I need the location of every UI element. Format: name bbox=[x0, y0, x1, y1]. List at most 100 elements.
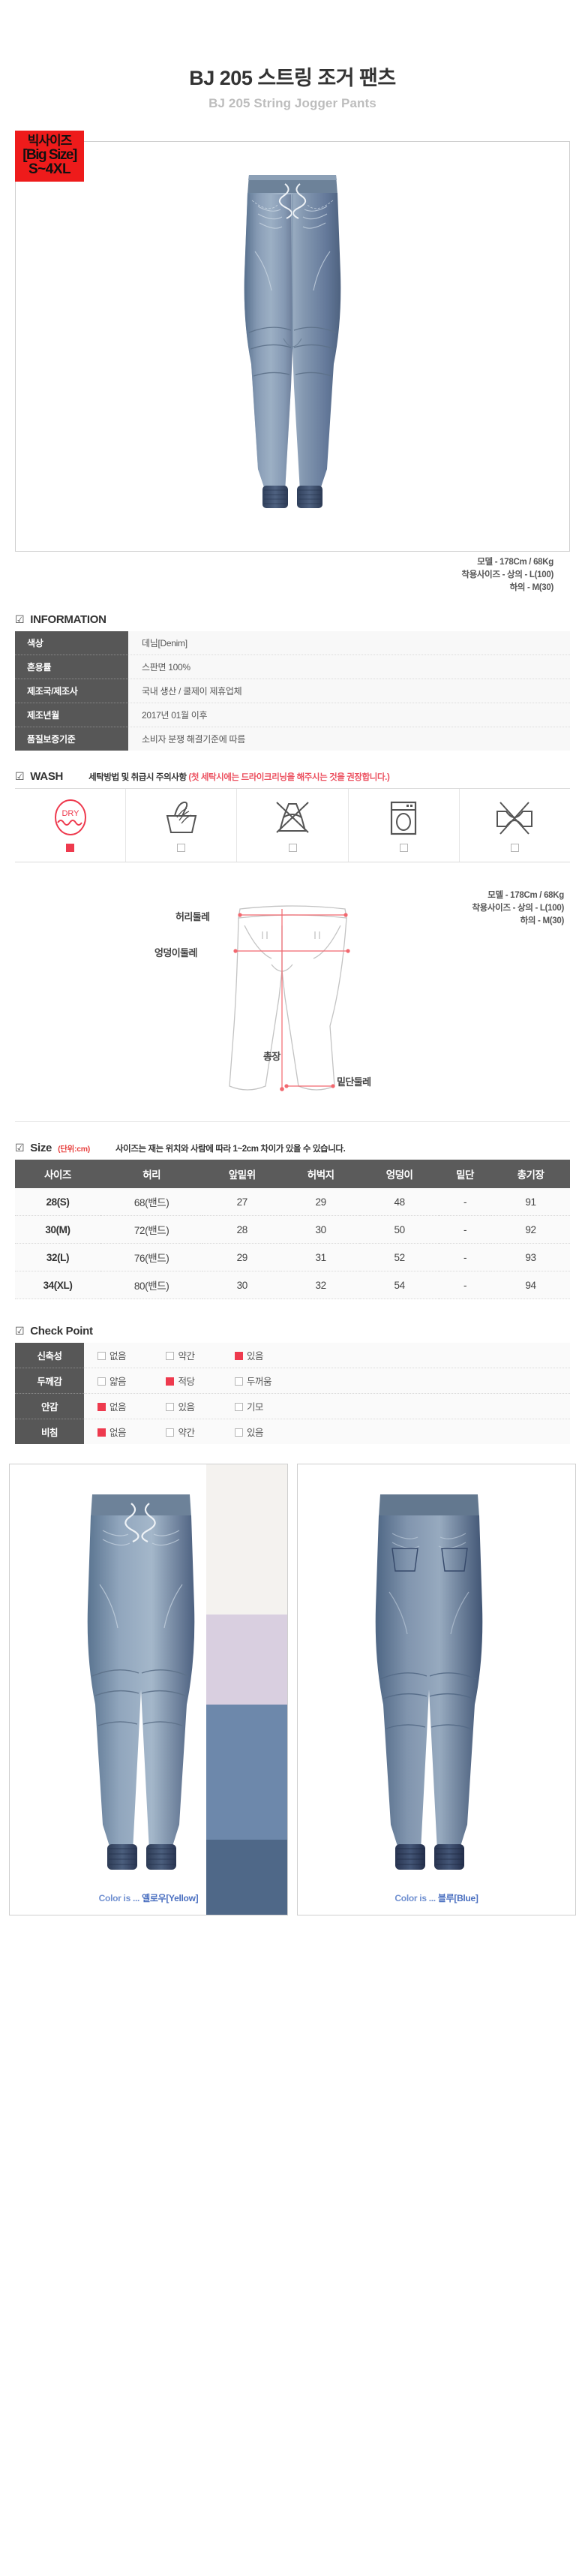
size-cell: 91 bbox=[491, 1188, 570, 1217]
check-box-icon: ☑ bbox=[15, 1325, 25, 1338]
table-row: 안감 없음 있음 기모 bbox=[15, 1393, 570, 1420]
wash-option-no-bleach[interactable] bbox=[236, 789, 347, 862]
check-option-label: 기모 bbox=[246, 1402, 264, 1413]
size-cell: 93 bbox=[491, 1243, 570, 1272]
table-row: 30(M) 72(밴드) 28 30 50 - 92 bbox=[15, 1215, 570, 1244]
caption-prefix: Color is ... bbox=[394, 1893, 436, 1904]
check-option-label: 없음 bbox=[110, 1351, 127, 1362]
page-title: BJ 205 스트링 조거 팬츠 BJ 205 String Jogger Pa… bbox=[0, 0, 585, 119]
check-option[interactable]: 얇음 bbox=[98, 1374, 164, 1388]
machine-wash-icon bbox=[391, 802, 417, 835]
check-point-options: 얇음 적당 두꺼움 bbox=[84, 1368, 570, 1395]
wash-mark bbox=[460, 844, 570, 854]
information-table: 색상 데님[Denim] 혼용률 스판면 100% 제조국/제조사 국내 생산 … bbox=[15, 631, 570, 751]
wash-option-hand-wash[interactable] bbox=[125, 789, 236, 862]
check-option-label: 두꺼움 bbox=[246, 1377, 272, 1388]
info-key: 색상 bbox=[15, 631, 128, 656]
wash-option-machine-wash[interactable] bbox=[347, 789, 459, 862]
check-point-heading-label: Check Point bbox=[30, 1325, 93, 1338]
check-point-heading: ☑ Check Point bbox=[15, 1325, 570, 1343]
check-option[interactable]: 약간 bbox=[166, 1348, 232, 1362]
diagram-label-waist: 허리둘레 bbox=[176, 911, 210, 923]
size-cell: 28(S) bbox=[15, 1188, 100, 1217]
selected-square-icon bbox=[98, 1403, 106, 1412]
size-col-header: 허리 bbox=[100, 1160, 203, 1189]
size-col-header: 허벅지 bbox=[281, 1160, 361, 1189]
selected-square-icon bbox=[66, 844, 75, 853]
check-option[interactable]: 없음 bbox=[98, 1348, 164, 1362]
dry-clean-icon: DRY bbox=[54, 799, 86, 836]
check-option[interactable]: 두꺼움 bbox=[234, 1374, 301, 1388]
check-option[interactable]: 없음 bbox=[98, 1425, 164, 1439]
diagram-label-hip: 엉덩이둘레 bbox=[154, 947, 197, 959]
measurement-diagram: 모델 - 178Cm / 68Kg 착용사이즈 - 상의 - L(100) 하의… bbox=[15, 882, 570, 1123]
table-row: 34(XL) 80(밴드) 30 32 54 - 94 bbox=[15, 1271, 570, 1300]
diagram-label-hem: 밑단둘레 bbox=[337, 1076, 371, 1088]
badge-line-2: [Big Size] bbox=[22, 146, 77, 163]
empty-square-icon bbox=[177, 844, 186, 853]
diagram-note-line-2: 착용사이즈 - 상의 - L(100) bbox=[472, 904, 564, 913]
check-box-icon: ☑ bbox=[15, 613, 25, 626]
size-cell: 30 bbox=[281, 1215, 361, 1244]
table-row: 28(S) 68(밴드) 27 29 48 - 91 bbox=[15, 1188, 570, 1217]
table-row: 신축성 없음 약간 있음 bbox=[15, 1343, 570, 1369]
size-cell: 92 bbox=[491, 1215, 570, 1244]
check-point-options: 없음 약간 있음 bbox=[84, 1343, 570, 1369]
empty-square-icon bbox=[234, 1403, 243, 1412]
size-cell: 94 bbox=[491, 1271, 570, 1300]
check-option-label: 얇음 bbox=[110, 1377, 127, 1388]
gallery-card-yellow[interactable]: Color is ... 옐로우[Yellow] bbox=[9, 1464, 288, 1916]
empty-square-icon bbox=[234, 1428, 243, 1437]
table-header-row: 사이즈 허리 앞밑위 허벅지 엉덩이 밑단 총기장 bbox=[15, 1160, 570, 1189]
size-col-header: 앞밑위 bbox=[202, 1160, 282, 1189]
size-heading: ☑ Size (단위:cm) 사이즈는 재는 위치와 사람에 따라 1~2cm … bbox=[15, 1142, 570, 1160]
check-option-label: 없음 bbox=[110, 1402, 127, 1413]
wash-note-warning: (첫 세탁시에는 드라이크리닝을 해주시는 것을 권장합니다.) bbox=[188, 772, 390, 782]
info-key: 품질보증기준 bbox=[15, 727, 128, 751]
svg-text:DRY: DRY bbox=[62, 809, 80, 818]
empty-square-icon bbox=[166, 1428, 175, 1437]
caption-value: 옐로우[Yellow] bbox=[142, 1893, 199, 1904]
table-row: 제조년월 2017년 01월 이후 bbox=[15, 703, 570, 728]
gallery-caption-yellow: Color is ... 옐로우[Yellow] bbox=[10, 1891, 287, 1904]
check-option[interactable]: 약간 bbox=[166, 1425, 232, 1439]
check-option[interactable]: 있음 bbox=[234, 1425, 301, 1439]
gallery-card-blue[interactable]: Color is ... 블루[Blue] bbox=[297, 1464, 576, 1916]
wash-option-no-wring[interactable] bbox=[458, 789, 570, 862]
size-diagram-section: 모델 - 178Cm / 68Kg 착용사이즈 - 상의 - L(100) 하의… bbox=[15, 882, 570, 1123]
table-row: 32(L) 76(밴드) 29 31 52 - 93 bbox=[15, 1243, 570, 1272]
no-tumble-dry-icon bbox=[496, 802, 533, 835]
size-cell: 28 bbox=[202, 1215, 282, 1244]
table-row: 품질보증기준 소비자 분쟁 해결기준에 따름 bbox=[15, 727, 570, 751]
big-size-badge: 빅사이즈 [Big Size] S~4XL bbox=[15, 131, 84, 182]
model-thumbnail-yellow bbox=[206, 1464, 287, 1915]
info-value: 스판면 100% bbox=[128, 655, 570, 680]
check-option[interactable]: 있음 bbox=[234, 1348, 301, 1362]
check-option-label: 약간 bbox=[178, 1351, 195, 1362]
size-cell: 31 bbox=[281, 1243, 361, 1272]
wash-option-dry-clean[interactable]: DRY bbox=[15, 789, 125, 862]
check-box-icon: ☑ bbox=[15, 1142, 25, 1154]
empty-square-icon bbox=[288, 844, 297, 853]
size-col-header: 밑단 bbox=[439, 1160, 491, 1189]
size-cell: 50 bbox=[360, 1215, 440, 1244]
size-section: ☑ Size (단위:cm) 사이즈는 재는 위치와 사람에 따라 1~2cm … bbox=[15, 1142, 570, 1300]
diagram-label-length: 총장 bbox=[263, 1051, 280, 1063]
check-option[interactable]: 적당 bbox=[166, 1374, 232, 1388]
size-cell: 52 bbox=[360, 1243, 440, 1272]
check-option[interactable]: 기모 bbox=[234, 1399, 301, 1413]
table-row: 제조국/제조사 국내 생산 / 쿨제이 제휴업체 bbox=[15, 679, 570, 704]
wash-mark bbox=[349, 844, 459, 854]
size-cell: 80(밴드) bbox=[100, 1271, 203, 1300]
check-option[interactable]: 없음 bbox=[98, 1399, 164, 1413]
check-point-key: 안감 bbox=[15, 1393, 84, 1420]
information-heading-label: INFORMATION bbox=[30, 613, 106, 627]
check-point-section: ☑ Check Point 신축성 없음 약간 있음 두께감 얇음 적당 bbox=[15, 1325, 570, 1445]
product-photo-yellow bbox=[87, 1494, 195, 1870]
check-option[interactable]: 있음 bbox=[166, 1399, 232, 1413]
size-unit-label: (단위:cm) bbox=[58, 1145, 90, 1154]
diagram-note-line-1: 모델 - 178Cm / 68Kg bbox=[488, 891, 564, 901]
info-value: 2017년 01월 이후 bbox=[128, 703, 570, 728]
check-option-label: 없음 bbox=[110, 1428, 127, 1439]
info-value: 데님[Denim] bbox=[128, 631, 570, 656]
